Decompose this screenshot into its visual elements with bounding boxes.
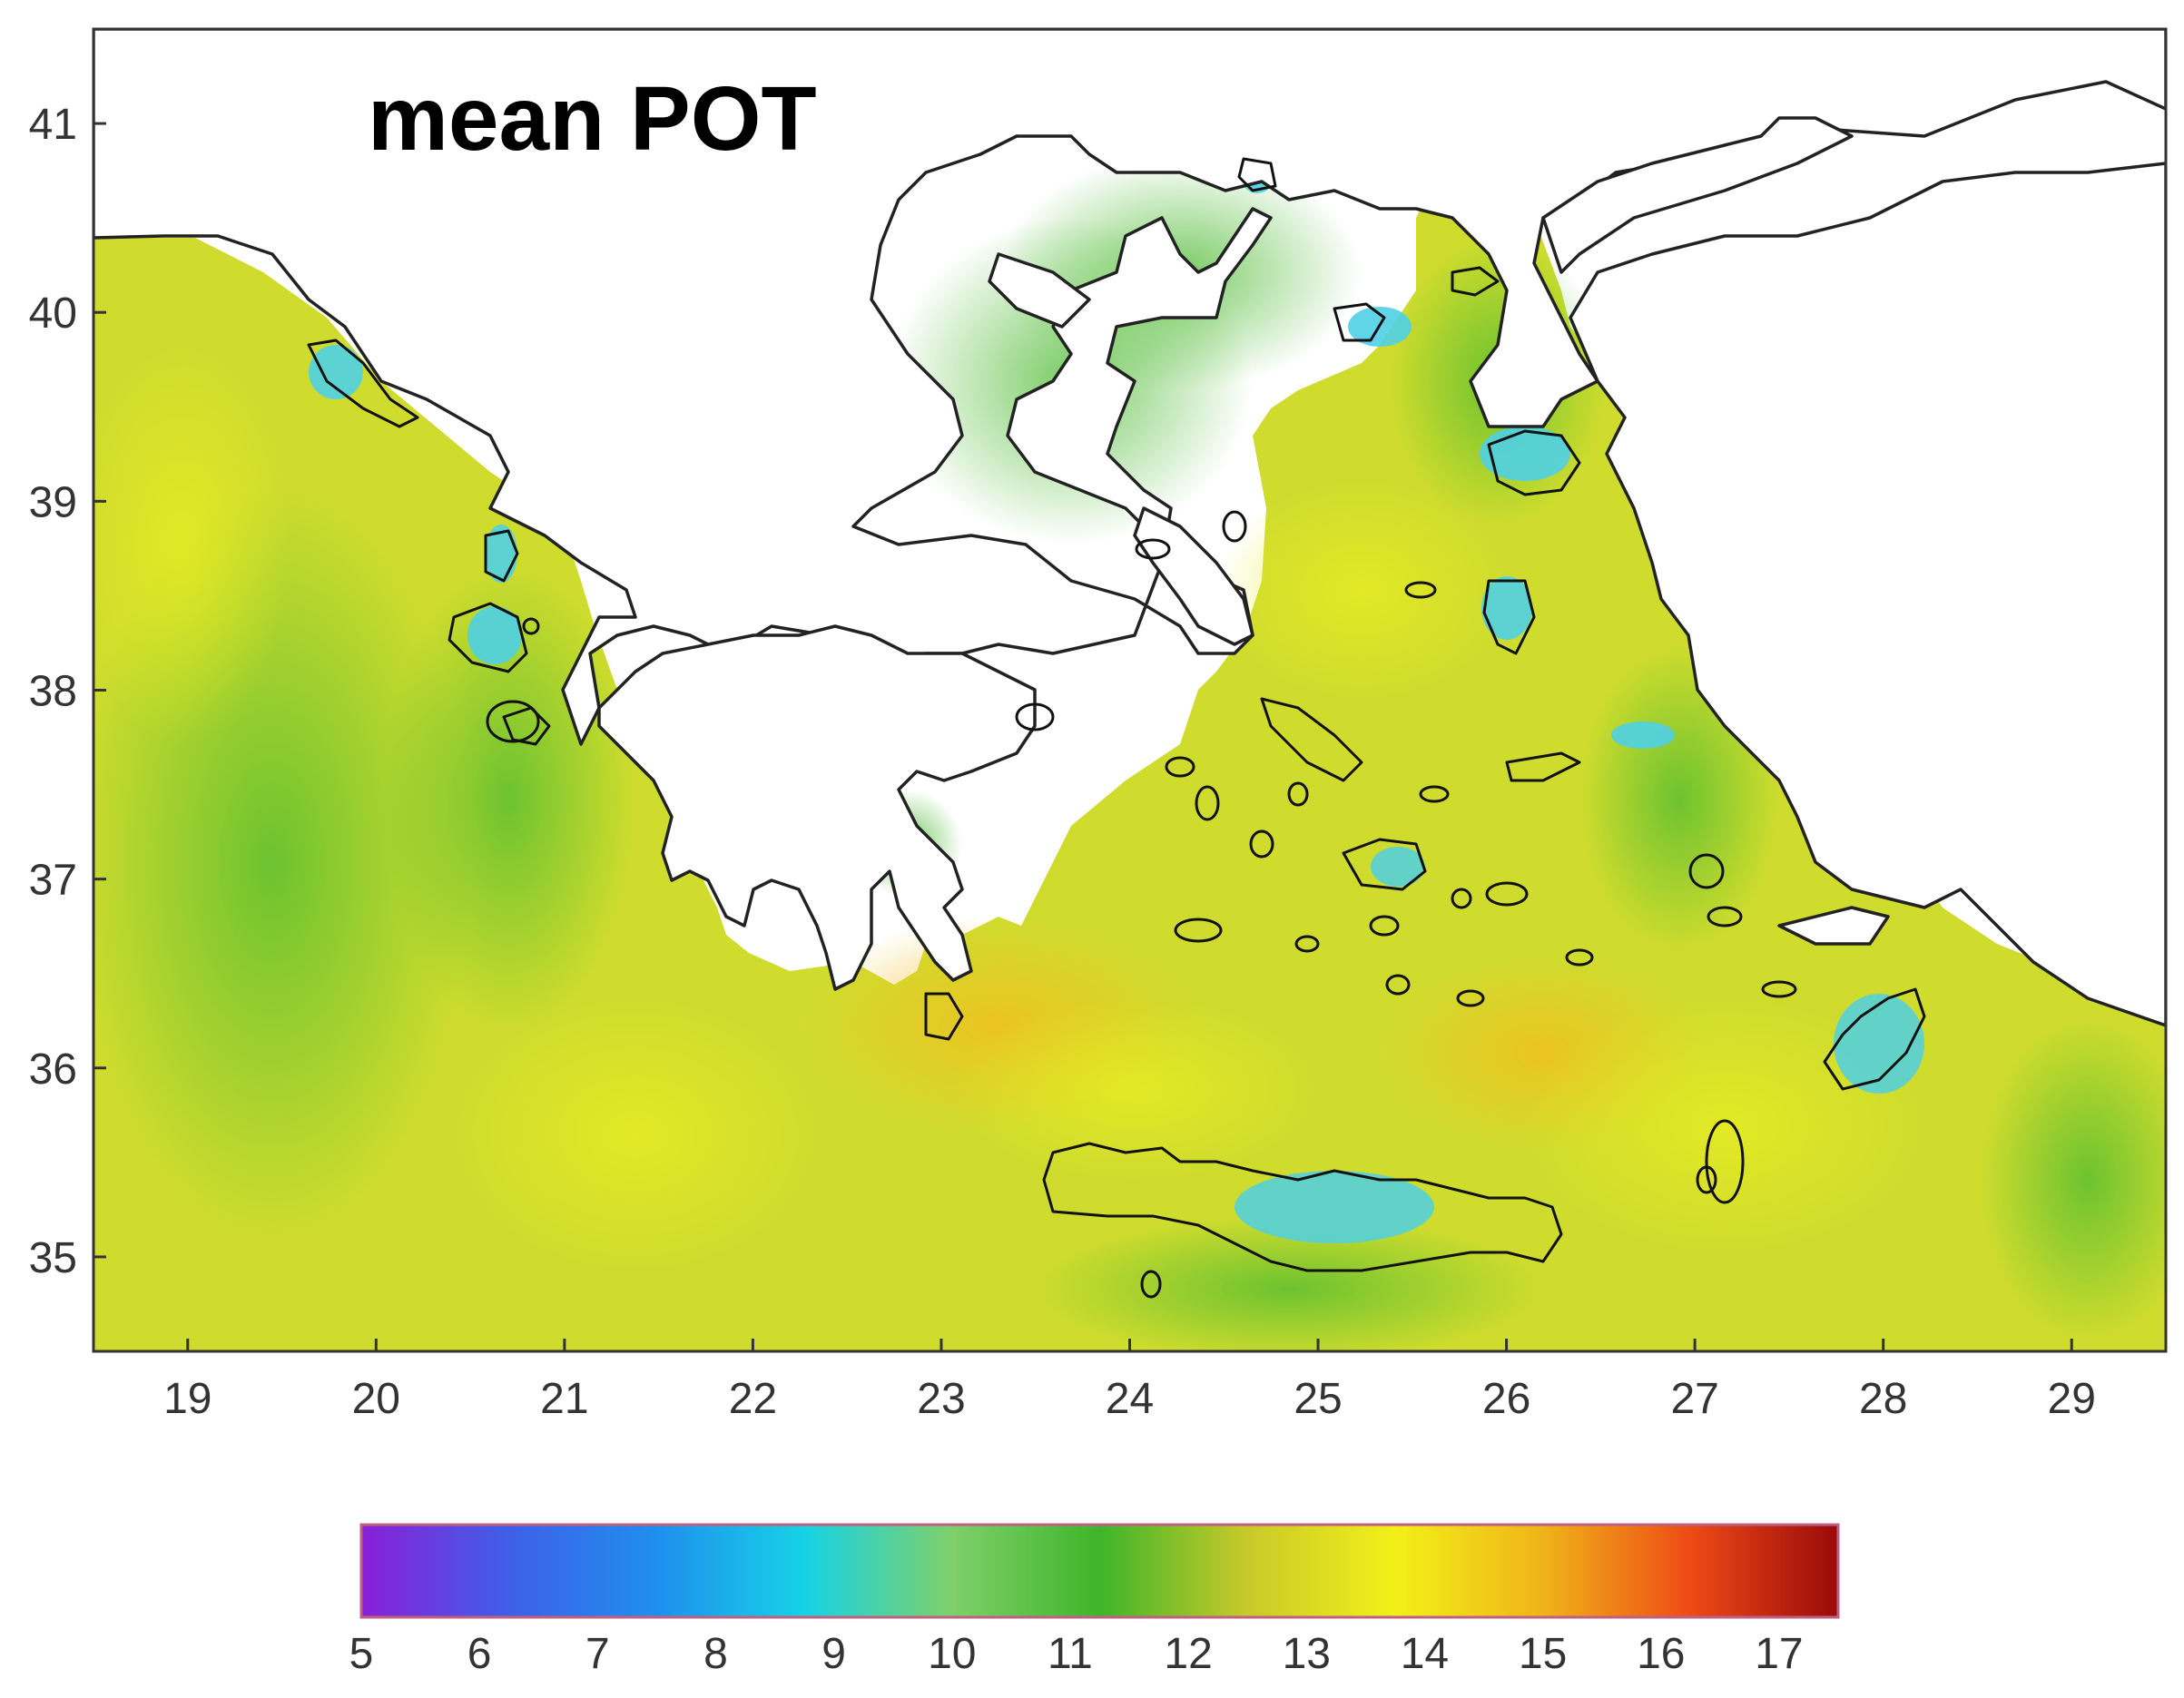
land-peloponnese bbox=[597, 624, 1037, 991]
land-chios-outline bbox=[1482, 579, 1536, 655]
colorbar-tick-label: 7 bbox=[585, 1630, 610, 1678]
x-tick-label: 27 bbox=[1670, 1375, 1718, 1423]
colorbar-tick-label: 8 bbox=[703, 1630, 728, 1678]
colorbar-tick-label: 6 bbox=[467, 1630, 492, 1678]
land-thrace bbox=[1541, 116, 1854, 274]
land-zakynthos-outline bbox=[502, 706, 551, 746]
land-naxos-outline bbox=[1342, 838, 1427, 891]
land-samos-outline bbox=[1505, 751, 1581, 782]
colorbar-bar bbox=[359, 1523, 1840, 1619]
y-tick-label: 37 bbox=[29, 857, 77, 905]
land-lemnos-outline bbox=[1333, 302, 1386, 342]
x-tick-label: 24 bbox=[1106, 1375, 1154, 1423]
colorbar-tick-label: 9 bbox=[821, 1630, 846, 1678]
land-rhodes-outline bbox=[1823, 987, 1926, 1091]
land-crete-outline bbox=[1042, 1142, 1563, 1272]
colorbar-tick-label: 16 bbox=[1637, 1630, 1685, 1678]
land-mainland bbox=[93, 29, 2166, 746]
land-samothrace-outline bbox=[1451, 266, 1500, 297]
x-tick-label: 21 bbox=[540, 1375, 588, 1423]
x-tick-label: 29 bbox=[2048, 1375, 2096, 1423]
y-tick-label: 39 bbox=[29, 478, 77, 526]
colorbar-tick-label: 14 bbox=[1401, 1630, 1449, 1678]
x-tick-label: 23 bbox=[917, 1375, 965, 1423]
colorbar-tick-label: 10 bbox=[928, 1630, 976, 1678]
map-panel bbox=[93, 29, 2166, 1351]
x-tick-label: 28 bbox=[1859, 1375, 1907, 1423]
x-tick-label: 20 bbox=[352, 1375, 400, 1423]
land-kythira-outline bbox=[924, 992, 964, 1041]
colorbar: 5 6 7 8 9 10 11 12 13 14 15 16 17 bbox=[349, 1523, 1840, 1678]
y-tick-label: 40 bbox=[29, 290, 77, 338]
land-andros-outline bbox=[1260, 697, 1363, 782]
land-anatolia bbox=[1569, 162, 2166, 1027]
y-tick-label: 38 bbox=[29, 668, 77, 716]
islets bbox=[486, 510, 1797, 1299]
y-axis: 35 36 37 38 39 40 41 bbox=[29, 101, 106, 1282]
colorbar-ticks: 5 6 7 8 9 10 11 12 13 14 15 16 17 bbox=[349, 1630, 1804, 1678]
colorbar-tick-label: 15 bbox=[1519, 1630, 1567, 1678]
y-tick-label: 36 bbox=[29, 1045, 77, 1094]
x-tick-label: 22 bbox=[729, 1375, 777, 1423]
colorbar-tick-label: 12 bbox=[1164, 1630, 1212, 1678]
land-thasos-outline bbox=[1237, 157, 1277, 192]
land-lesvos-outline bbox=[1487, 429, 1581, 496]
y-tick-label: 41 bbox=[29, 101, 77, 149]
land-corfu-outline bbox=[307, 339, 419, 428]
land-lefkada-outline bbox=[484, 529, 519, 583]
colorbar-tick-label: 5 bbox=[349, 1630, 374, 1678]
land-kos-bodrum bbox=[1777, 906, 1890, 946]
land-kefalonia-outline bbox=[448, 602, 528, 673]
land-chalkidiki bbox=[988, 252, 1091, 329]
x-tick-label: 19 bbox=[163, 1375, 212, 1423]
x-axis: 19 20 21 22 23 24 25 26 27 28 29 bbox=[163, 1339, 2096, 1423]
colorbar-tick-label: 17 bbox=[1755, 1630, 1803, 1678]
x-tick-label: 25 bbox=[1294, 1375, 1342, 1423]
x-tick-label: 26 bbox=[1482, 1375, 1530, 1423]
map-title: mean POT bbox=[368, 68, 817, 170]
y-tick-label: 35 bbox=[29, 1234, 77, 1282]
colorbar-tick-label: 11 bbox=[1048, 1630, 1093, 1678]
colorbar-tick-label: 13 bbox=[1283, 1630, 1331, 1678]
